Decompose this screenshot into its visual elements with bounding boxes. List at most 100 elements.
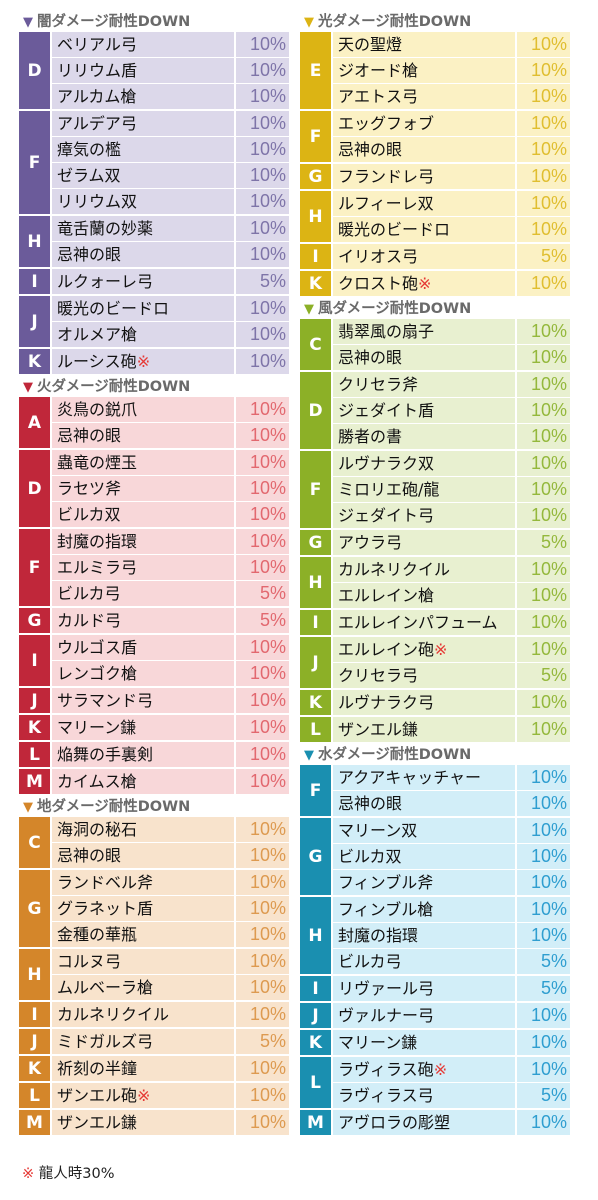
table-row: ラヴィラス弓 5%	[333, 1083, 570, 1108]
item-name-text: マリーン鎌	[338, 1033, 418, 1052]
grade-rows: カイムス槍 10%	[52, 769, 289, 794]
item-name: レンゴク槍	[52, 661, 234, 686]
item-name-text: カルド弓	[57, 611, 122, 630]
grade-group: H 竜舌蘭の妙薬 10% 忌神の眼 10%	[19, 216, 289, 267]
grade-rows: 天の聖燈 10% ジオード槍 10% アエトス弓 10%	[333, 32, 570, 109]
item-name-text: 竜舌蘭の妙薬	[57, 219, 154, 238]
grade-group: J サラマンド弓 10%	[19, 688, 289, 713]
item-value: 5%	[236, 608, 289, 633]
table-row: 海洞の秘石 10%	[52, 817, 289, 842]
table-row: アヴロラの彫塑 10%	[333, 1110, 570, 1135]
item-name: ビルカ弓	[333, 949, 515, 974]
table-row: マリーン鎌 10%	[333, 1030, 570, 1055]
item-value: 10%	[236, 1056, 289, 1081]
item-name: エルレイン槍	[333, 583, 515, 608]
item-name-text: エルレインパフューム	[338, 613, 498, 632]
grade-badge: L	[19, 1083, 50, 1108]
table-row: ミドガルズ弓 5%	[52, 1029, 289, 1054]
item-value: 10%	[236, 84, 289, 109]
item-name: 暖光のビードロ	[333, 217, 515, 242]
grade-rows: エルレイン砲※ 10% クリセラ弓 5%	[333, 637, 570, 688]
item-value: 10%	[517, 818, 570, 843]
item-value: 10%	[236, 242, 289, 267]
table-row: 瘴気の檻 10%	[52, 137, 289, 162]
item-name: 忌神の眼	[52, 843, 234, 868]
item-name-text: ルヴナラク弓	[338, 693, 435, 712]
note-mark: ※	[136, 352, 151, 371]
table-row: リリウム盾 10%	[52, 58, 289, 83]
item-value: 10%	[236, 843, 289, 868]
note-mark: ※	[418, 274, 432, 293]
item-value: 10%	[517, 164, 570, 189]
item-value: 10%	[517, 1057, 570, 1082]
grade-group: H コルヌ弓 10% ムルベーラ槍 10%	[19, 949, 289, 1000]
grade-group: F 封魔の指環 10% エルミラ弓 10% ビルカ弓 5%	[19, 529, 289, 606]
grade-rows: ラヴィラス砲※ 10% ラヴィラス弓 5%	[333, 1057, 570, 1108]
item-value: 10%	[236, 111, 289, 136]
grade-group: F アクアキャッチャー 10% 忌神の眼 10%	[300, 765, 570, 816]
item-value: 10%	[236, 296, 289, 321]
grade-badge: G	[300, 818, 331, 895]
table-row: ザンエル鎌 10%	[333, 717, 570, 742]
table-row: ルーシス砲※ 10%	[52, 349, 289, 374]
item-name: 忌神の眼	[52, 242, 234, 267]
item-value: 10%	[517, 844, 570, 869]
table-row: カルド弓 5%	[52, 608, 289, 633]
item-value: 10%	[236, 529, 289, 554]
item-name: ラヴィラス弓	[333, 1083, 515, 1108]
item-name-text: エルミラ弓	[57, 558, 138, 577]
note-mark: ※	[434, 640, 448, 659]
item-name-text: フィンブル槍	[338, 900, 434, 919]
grade-rows: ルヴナラク双 10% ミロリエ砲/龍 10% ジェダイト弓 10%	[333, 451, 570, 528]
item-value: 10%	[236, 715, 289, 740]
item-name: ジェダイト弓	[333, 503, 515, 528]
grade-group: K マリーン鎌 10%	[300, 1030, 570, 1055]
table-row: 金種の華瓶 10%	[52, 922, 289, 947]
grade-rows: アヴロラの彫塑 10%	[333, 1110, 570, 1135]
item-value: 10%	[236, 922, 289, 947]
grade-group: D クリセラ斧 10% ジェダイト盾 10% 勝者の書 10%	[300, 372, 570, 449]
item-name: ビルカ双	[333, 844, 515, 869]
item-value: 10%	[236, 661, 289, 686]
grade-group: I イリオス弓 5%	[300, 244, 570, 269]
table-row: ヴァルナー弓 10%	[333, 1003, 570, 1028]
grade-badge: M	[19, 1110, 50, 1135]
grade-group: G マリーン双 10% ビルカ双 10% フィンブル斧 10%	[300, 818, 570, 895]
grade-group: I ウルゴス盾 10% レンゴク槍 10%	[19, 635, 289, 686]
item-name-text: 瘴気の檻	[57, 140, 122, 159]
table-row: サラマンド弓 10%	[52, 688, 289, 713]
left-column: ▼ 闇ダメージ耐性DOWN D ベリアル弓 10% リリウム盾 10% アルカム槍 10% F アル…	[19, 12, 289, 1137]
table-row: リリウム双 10%	[52, 189, 289, 214]
table-row: ムルベーラ槍 10%	[52, 975, 289, 1000]
item-name-text: ラヴィラス弓	[338, 1086, 434, 1105]
item-name-text: 炎鳥の鋭爪	[57, 400, 138, 419]
item-name-text: ウルゴス盾	[57, 638, 138, 657]
item-name: フランドレ弓	[333, 164, 515, 189]
item-name-text: レンゴク槍	[57, 664, 138, 683]
table-row: エルレイン砲※ 10%	[333, 637, 570, 662]
grade-rows: ウルゴス盾 10% レンゴク槍 10%	[52, 635, 289, 686]
grade-rows: 蟲竜の煙玉 10% ラセツ斧 10% ビルカ双 10%	[52, 450, 289, 527]
item-name: フィンブル槍	[333, 897, 515, 922]
grade-group: M カイムス槍 10%	[19, 769, 289, 794]
section-earth: ▼ 地ダメージ耐性DOWN C 海洞の秘石 10% 忌神の眼 10% G ランドベル斧 10% グラ…	[19, 797, 289, 1135]
grade-rows: ザンエル砲※ 10%	[52, 1083, 289, 1108]
table-row: ルフィーレ双 10%	[333, 191, 570, 216]
item-name: ヴァルナー弓	[333, 1003, 515, 1028]
table-row: 封魔の指環 10%	[52, 529, 289, 554]
table-row: アルカム槍 10%	[52, 84, 289, 109]
grade-rows: フィンブル槍 10% 封魔の指環 10% ビルカ弓 5%	[333, 897, 570, 974]
item-name: 忌神の眼	[333, 791, 515, 816]
item-value: 10%	[236, 137, 289, 162]
item-name: ウルゴス盾	[52, 635, 234, 660]
grade-badge: F	[19, 529, 50, 606]
item-name: ビルカ双	[52, 502, 234, 527]
table-row: ザンエル砲※ 10%	[52, 1083, 289, 1108]
table-row: 翡翠風の扇子 10%	[333, 319, 570, 344]
item-name-text: エルレイン砲	[338, 640, 435, 659]
grade-group: H フィンブル槍 10% 封魔の指環 10% ビルカ弓 5%	[300, 897, 570, 974]
item-value: 5%	[517, 1083, 570, 1108]
item-name: 暖光のビードロ	[52, 296, 234, 321]
item-name-text: アウラ弓	[338, 533, 403, 552]
grade-badge: L	[19, 742, 50, 767]
